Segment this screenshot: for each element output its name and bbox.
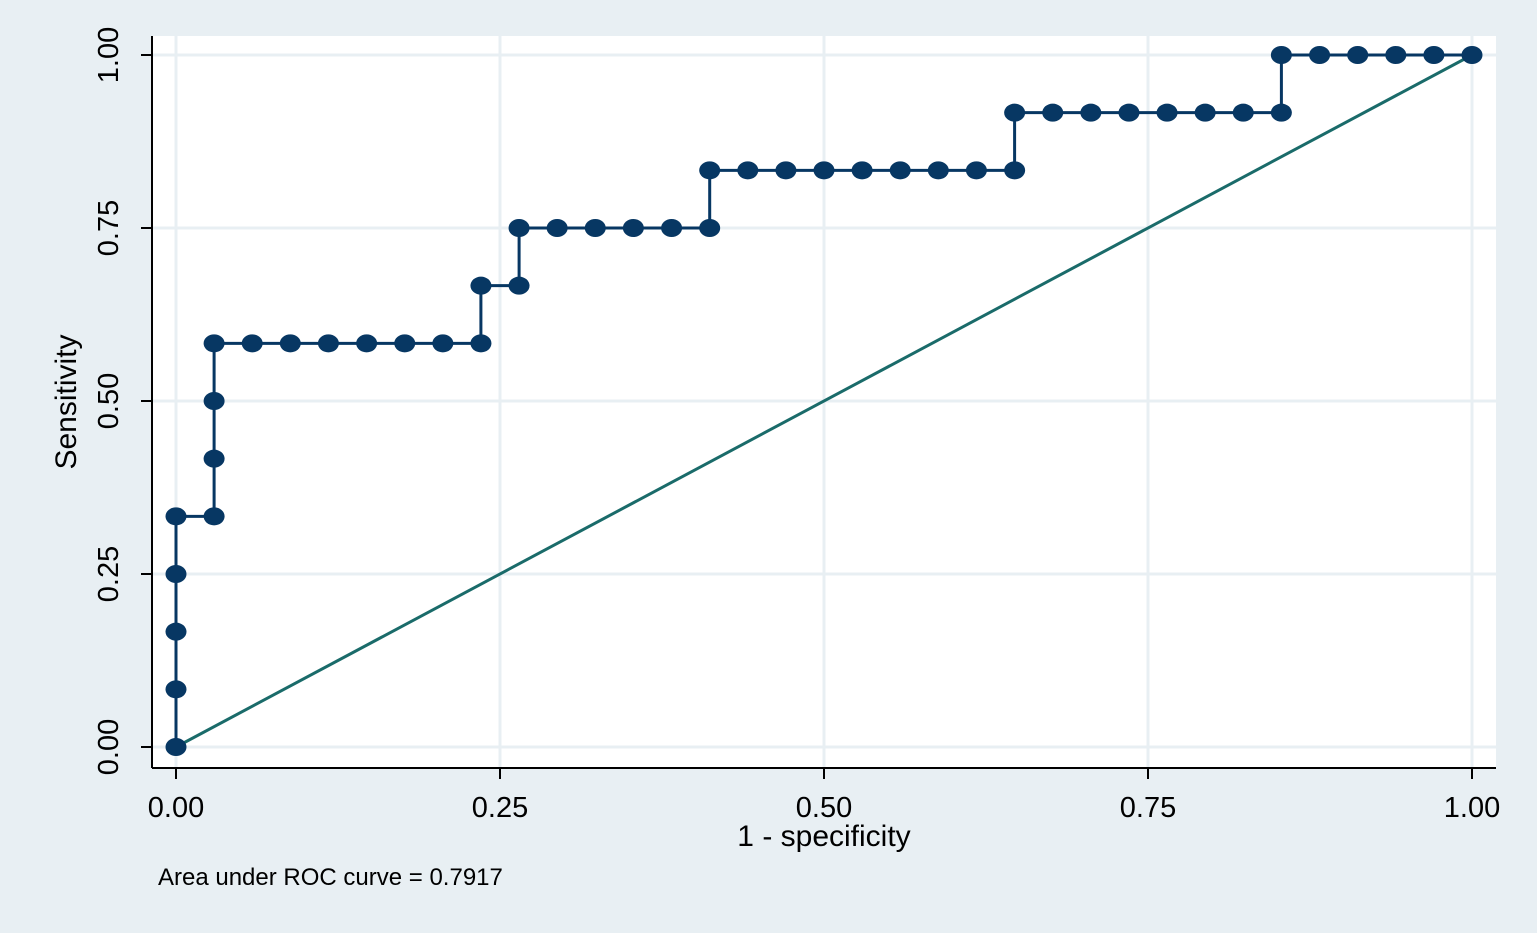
roc-point-28 — [851, 161, 873, 180]
roc-point-46 — [1461, 46, 1483, 64]
grid-lines — [152, 36, 1496, 768]
roc-point-40 — [1270, 103, 1292, 122]
roc-point-24 — [699, 161, 721, 180]
roc-point-13 — [394, 334, 416, 353]
y-tick-label-1: 0.25 — [93, 546, 125, 602]
roc-point-29 — [889, 161, 911, 180]
roc-point-26 — [775, 161, 797, 180]
roc-point-6 — [203, 449, 225, 468]
roc-point-30 — [927, 161, 949, 180]
roc-point-17 — [508, 276, 530, 295]
roc-point-1 — [165, 680, 187, 699]
roc-point-43 — [1347, 46, 1369, 64]
roc-point-2 — [165, 622, 187, 641]
roc-point-34 — [1042, 103, 1064, 122]
roc-point-37 — [1156, 103, 1178, 122]
roc-point-42 — [1309, 46, 1331, 64]
series-layer — [165, 46, 1483, 756]
roc-point-16 — [470, 276, 492, 295]
roc-point-23 — [699, 219, 721, 237]
roc-point-0 — [165, 738, 187, 756]
x-axis-title: 1 - specificity — [737, 820, 910, 853]
roc-point-5 — [203, 507, 225, 526]
roc-point-22 — [661, 219, 683, 237]
roc-point-8 — [203, 334, 225, 353]
roc-point-3 — [165, 565, 187, 583]
roc-point-20 — [584, 219, 606, 237]
roc-point-32 — [1004, 161, 1026, 180]
roc-point-44 — [1385, 46, 1407, 64]
roc-point-4 — [165, 507, 187, 526]
x-tick-label-4: 1.00 — [1444, 792, 1500, 824]
x-tick-label-2: 0.50 — [796, 792, 852, 824]
roc-point-41 — [1270, 46, 1292, 64]
y-axis-title: Sensitivity — [50, 334, 83, 469]
roc-point-7 — [203, 392, 225, 410]
roc-point-36 — [1118, 103, 1140, 122]
auc-note: Area under ROC curve = 0.7917 — [158, 864, 503, 891]
roc-point-39 — [1232, 103, 1254, 122]
x-tick-label-1: 0.25 — [472, 792, 528, 824]
y-tick-label-2: 0.50 — [93, 373, 125, 429]
roc-point-14 — [432, 334, 454, 353]
roc-point-38 — [1194, 103, 1216, 122]
roc-point-21 — [622, 219, 644, 237]
roc-point-9 — [241, 334, 263, 353]
reference-diagonal-line — [175, 53, 1473, 749]
x-tick-label-3: 0.75 — [1120, 792, 1176, 824]
roc-point-35 — [1080, 103, 1102, 122]
roc-point-10 — [279, 334, 301, 353]
y-tick-label-0: 0.00 — [93, 719, 125, 775]
roc-point-18 — [508, 219, 530, 237]
y-tick-label-3: 0.75 — [93, 200, 125, 256]
roc-point-25 — [737, 161, 759, 180]
roc-point-33 — [1004, 103, 1026, 122]
roc-point-31 — [965, 161, 987, 180]
y-tick-label-4: 1.00 — [93, 27, 125, 83]
x-tick-label-0: 0.00 — [148, 792, 204, 824]
roc-point-12 — [356, 334, 378, 353]
axes: 0.00 0.00 0.25 0.25 0.50 0.50 0.75 0.75 1.00 1.00 — [93, 27, 1500, 824]
roc-point-19 — [546, 219, 568, 237]
roc-point-15 — [470, 334, 492, 353]
roc-point-11 — [317, 334, 339, 353]
roc-point-45 — [1423, 46, 1445, 64]
roc-point-27 — [813, 161, 835, 180]
